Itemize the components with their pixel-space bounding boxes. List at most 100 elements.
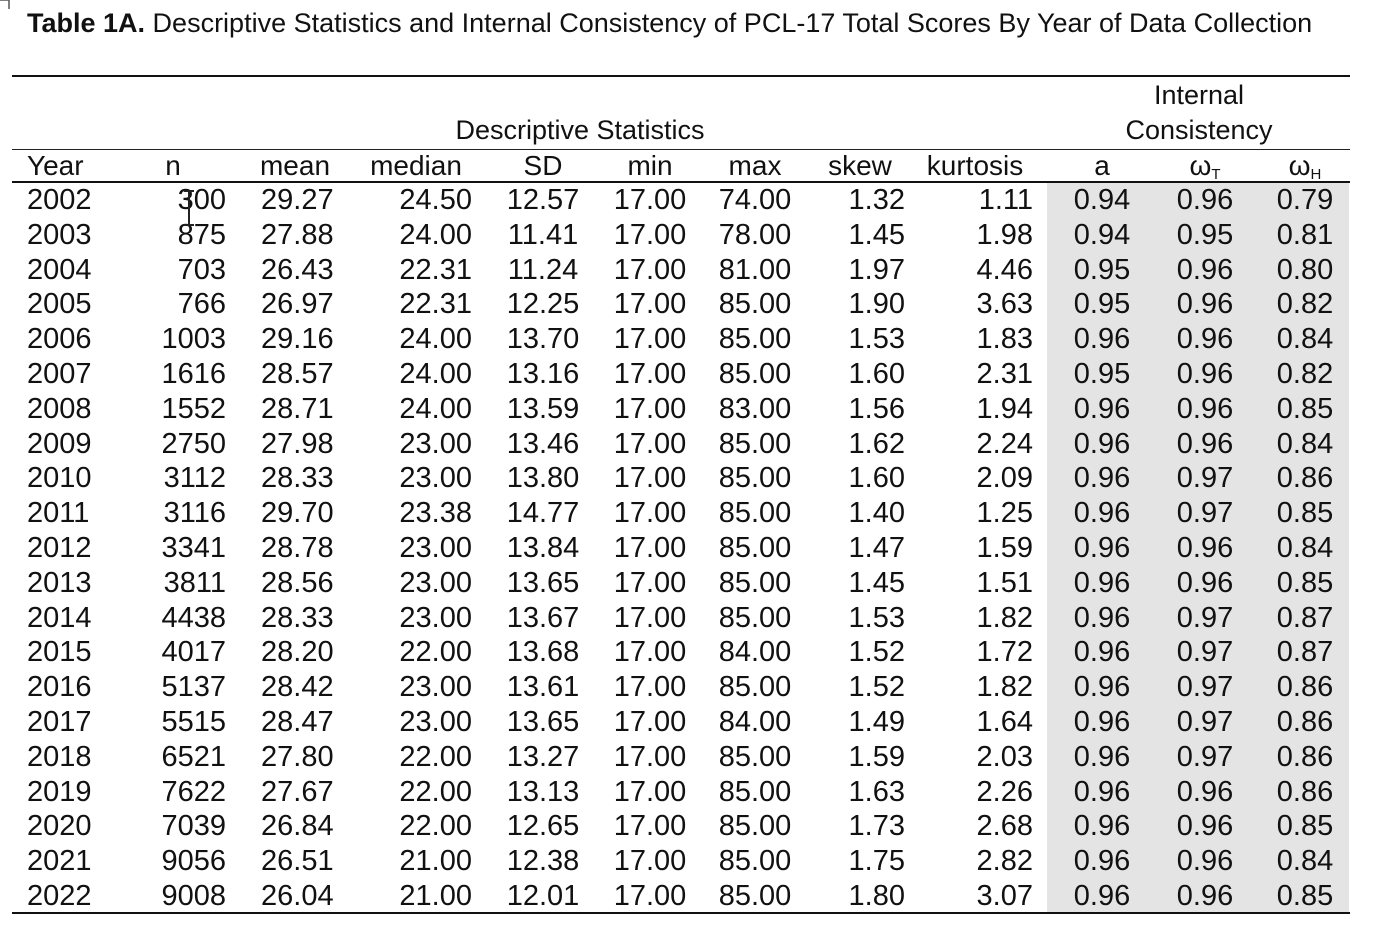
cell-mean: 27.88 [261, 218, 334, 251]
cell-min: 17.00 [613, 392, 687, 425]
cell-omega-h: 0.87 [1276, 601, 1334, 634]
bottom-rule [12, 912, 1350, 914]
cell-omega-h: 0.86 [1276, 775, 1334, 808]
cell-skew: 1.90 [848, 288, 905, 321]
cell-mean: 28.33 [261, 601, 334, 634]
cell-omega-t: 0.96 [1176, 253, 1234, 286]
cell-omega-t: 0.97 [1176, 601, 1234, 634]
column-header-alpha: a [1094, 150, 1110, 181]
cell-omega-h: 0.82 [1276, 358, 1334, 390]
cell-kurtosis: 2.03 [976, 740, 1033, 773]
cell-sd: 12.57 [506, 184, 580, 216]
cell-omega-t: 0.96 [1176, 288, 1234, 321]
cell-min: 17.00 [613, 218, 687, 251]
cell-kurtosis: 1.25 [976, 497, 1033, 530]
cell-year: 2007 [27, 358, 92, 390]
cell-mean: 29.70 [261, 497, 334, 530]
cell-alpha: 0.95 [1073, 253, 1131, 286]
cell-year: 2011 [27, 497, 90, 530]
cell-min: 17.00 [613, 810, 687, 843]
cell-min: 17.00 [613, 358, 687, 390]
cell-mean: 28.71 [261, 392, 334, 425]
cell-kurtosis: 1.94 [976, 392, 1033, 425]
cell-n: 1616 [161, 358, 226, 390]
omega-subscript: H [1310, 166, 1322, 183]
cell-n: 6521 [161, 740, 226, 773]
cell-alpha: 0.96 [1073, 810, 1131, 843]
cell-mean: 28.42 [261, 671, 334, 704]
cell-max: 83.00 [718, 392, 792, 425]
cell-omega-t: 0.96 [1176, 323, 1234, 356]
cell-year: 2017 [27, 706, 92, 738]
cell-sd: 13.16 [506, 358, 580, 390]
cell-skew: 1.47 [848, 532, 905, 564]
omega-symbol: ω [1189, 150, 1212, 181]
cell-year: 2002 [27, 184, 92, 216]
cell-year: 2005 [27, 288, 92, 321]
cell-omega-h: 0.84 [1276, 845, 1334, 878]
cell-sd: 13.67 [506, 601, 580, 634]
cell-max: 85.00 [718, 532, 792, 564]
cell-kurtosis: 1.82 [976, 671, 1033, 704]
cell-year: 2012 [27, 532, 92, 564]
cell-skew: 1.45 [848, 566, 905, 599]
cell-max: 85.00 [718, 740, 792, 773]
cell-median: 23.00 [399, 706, 472, 738]
column-header-skew: skew [828, 150, 892, 181]
cell-omega-t: 0.97 [1176, 462, 1234, 495]
cell-n: 300 [177, 184, 226, 216]
cell-n: 5515 [161, 706, 226, 738]
cell-max: 85.00 [718, 358, 792, 390]
cell-skew: 1.52 [848, 671, 905, 704]
cell-omega-t: 0.96 [1176, 427, 1234, 460]
header-rule [12, 181, 1350, 183]
cell-omega-t: 0.97 [1176, 497, 1234, 530]
cell-min: 17.00 [613, 740, 687, 773]
cell-skew: 1.59 [848, 740, 905, 773]
cell-mean: 26.51 [261, 845, 334, 878]
cell-omega-h: 0.86 [1276, 671, 1334, 704]
cell-min: 17.00 [613, 184, 687, 216]
cell-alpha: 0.96 [1073, 427, 1131, 460]
cell-skew: 1.45 [848, 218, 905, 251]
cell-median: 23.00 [399, 532, 472, 564]
cell-min: 17.00 [613, 566, 687, 599]
window-corner-mark [0, 0, 10, 9]
cell-mean: 28.47 [261, 706, 334, 738]
cell-year: 2003 [27, 218, 92, 251]
cell-kurtosis: 2.26 [976, 775, 1033, 808]
cell-median: 24.00 [399, 218, 472, 251]
table-title-label: Table 1A. [27, 8, 146, 38]
cell-n: 1552 [161, 392, 226, 425]
cell-sd: 11.41 [507, 218, 579, 251]
cell-mean: 26.97 [261, 288, 334, 321]
cell-alpha: 0.95 [1073, 288, 1131, 321]
cell-year: 2021 [27, 845, 92, 878]
cell-min: 17.00 [613, 601, 687, 634]
cell-median: 22.00 [399, 636, 472, 669]
column-header-sd: SD [523, 150, 563, 181]
table-title-text: Descriptive Statistics and Internal Cons… [145, 8, 1313, 38]
cell-min: 17.00 [613, 288, 687, 321]
cell-median: 24.50 [399, 184, 472, 216]
cell-n: 9056 [161, 845, 226, 878]
cell-max: 85.00 [718, 671, 792, 704]
cell-omega-h: 0.86 [1276, 462, 1334, 495]
cell-skew: 1.52 [848, 636, 905, 669]
cell-year: 2006 [27, 323, 92, 356]
cell-max: 85.00 [718, 497, 792, 530]
cell-kurtosis: 1.98 [976, 218, 1033, 251]
cell-alpha: 0.96 [1073, 323, 1131, 356]
cell-mean: 27.67 [261, 775, 334, 808]
cell-median: 24.00 [399, 358, 472, 390]
cell-min: 17.00 [613, 775, 687, 808]
cell-alpha: 0.96 [1073, 636, 1131, 669]
cell-mean: 29.16 [261, 323, 334, 356]
cell-kurtosis: 2.68 [976, 810, 1033, 843]
cell-kurtosis: 2.24 [976, 427, 1033, 460]
cell-n: 3341 [161, 532, 226, 564]
cell-min: 17.00 [613, 706, 687, 738]
cell-kurtosis: 2.82 [976, 845, 1033, 878]
cell-omega-t: 0.97 [1176, 740, 1234, 773]
cell-max: 85.00 [718, 288, 792, 321]
